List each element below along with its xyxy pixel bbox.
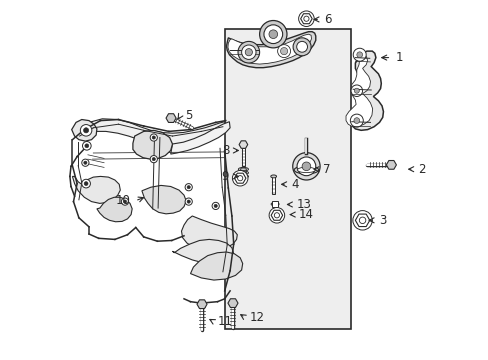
Bar — [271, 201, 278, 207]
Circle shape — [85, 144, 89, 148]
Circle shape — [296, 41, 307, 52]
Text: 9: 9 — [221, 170, 228, 183]
Polygon shape — [355, 214, 369, 226]
Ellipse shape — [238, 167, 248, 171]
Text: 14: 14 — [298, 208, 313, 221]
Ellipse shape — [238, 171, 248, 175]
Circle shape — [268, 30, 277, 39]
Polygon shape — [190, 252, 242, 280]
Polygon shape — [270, 210, 282, 220]
Polygon shape — [72, 120, 97, 141]
Circle shape — [303, 16, 308, 21]
Circle shape — [274, 213, 279, 218]
Polygon shape — [72, 176, 120, 203]
Circle shape — [264, 25, 282, 44]
Ellipse shape — [240, 172, 246, 174]
Circle shape — [350, 85, 362, 96]
Text: 8: 8 — [222, 144, 229, 157]
Polygon shape — [181, 216, 237, 251]
Ellipse shape — [294, 166, 318, 174]
Bar — [241, 148, 244, 166]
Polygon shape — [346, 54, 372, 127]
Polygon shape — [227, 299, 238, 307]
Circle shape — [185, 184, 192, 191]
Circle shape — [150, 156, 157, 163]
Text: 3: 3 — [378, 214, 386, 227]
Text: 1: 1 — [395, 51, 403, 64]
Text: 10: 10 — [116, 194, 130, 207]
Polygon shape — [80, 119, 225, 145]
Polygon shape — [197, 300, 206, 309]
Circle shape — [214, 204, 217, 207]
Text: 13: 13 — [296, 198, 310, 211]
Text: 12: 12 — [249, 311, 264, 324]
Circle shape — [237, 176, 242, 181]
Circle shape — [150, 134, 157, 141]
Circle shape — [82, 141, 91, 150]
Polygon shape — [172, 239, 233, 265]
Circle shape — [292, 38, 310, 56]
Circle shape — [349, 114, 363, 127]
Circle shape — [152, 157, 155, 161]
Circle shape — [268, 207, 284, 223]
Polygon shape — [170, 122, 230, 154]
Circle shape — [81, 159, 89, 166]
Ellipse shape — [270, 202, 279, 206]
Ellipse shape — [240, 175, 246, 177]
Circle shape — [280, 48, 287, 55]
Polygon shape — [166, 114, 176, 122]
Circle shape — [238, 41, 259, 63]
Text: 5: 5 — [184, 109, 192, 122]
Text: 11: 11 — [218, 315, 232, 328]
Circle shape — [356, 52, 362, 58]
Circle shape — [232, 170, 247, 186]
Text: 2: 2 — [417, 163, 425, 176]
Circle shape — [244, 49, 252, 56]
Circle shape — [259, 21, 286, 48]
Circle shape — [353, 118, 359, 123]
Polygon shape — [226, 32, 315, 68]
Circle shape — [352, 211, 371, 230]
Text: 6: 6 — [324, 13, 331, 26]
Polygon shape — [234, 173, 245, 183]
Polygon shape — [300, 14, 311, 24]
Ellipse shape — [238, 175, 248, 178]
Polygon shape — [386, 161, 396, 169]
Polygon shape — [97, 197, 132, 222]
Bar — [224, 29, 350, 329]
Circle shape — [302, 162, 310, 171]
Circle shape — [185, 198, 192, 205]
Circle shape — [121, 198, 128, 205]
Polygon shape — [239, 141, 247, 148]
Circle shape — [81, 179, 90, 188]
Circle shape — [359, 217, 365, 224]
Circle shape — [80, 125, 92, 136]
Circle shape — [296, 157, 315, 176]
Ellipse shape — [240, 168, 246, 170]
Ellipse shape — [270, 175, 276, 178]
Circle shape — [152, 136, 155, 139]
Text: 7: 7 — [322, 163, 330, 176]
Circle shape — [187, 200, 190, 203]
Circle shape — [354, 88, 359, 93]
Bar — [271, 176, 275, 194]
Polygon shape — [142, 185, 186, 214]
Circle shape — [83, 161, 87, 164]
Polygon shape — [227, 34, 311, 64]
Circle shape — [83, 128, 88, 133]
Circle shape — [298, 11, 314, 27]
Circle shape — [84, 182, 88, 185]
Circle shape — [212, 202, 219, 210]
Circle shape — [292, 153, 320, 180]
Circle shape — [277, 45, 290, 58]
Polygon shape — [350, 51, 383, 130]
Polygon shape — [133, 130, 172, 159]
Ellipse shape — [297, 167, 315, 172]
Circle shape — [187, 186, 190, 189]
Circle shape — [241, 45, 256, 59]
Circle shape — [352, 48, 366, 61]
Text: 4: 4 — [291, 178, 298, 191]
Circle shape — [123, 200, 126, 203]
